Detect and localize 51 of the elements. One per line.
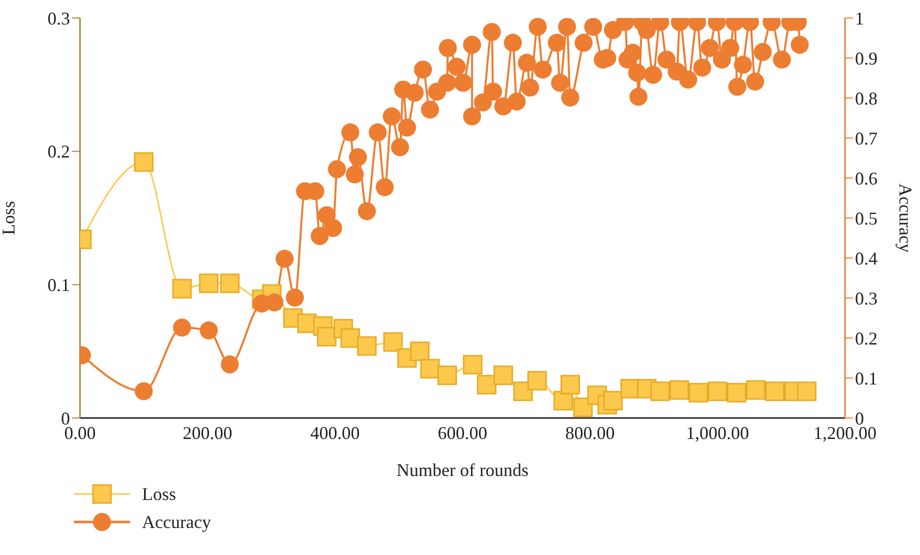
- point: [603, 390, 623, 410]
- y-axis-title: Loss: [0, 200, 18, 236]
- y-tick-label: 0.3: [48, 8, 70, 28]
- point: [340, 328, 360, 348]
- point: [670, 380, 689, 400]
- point: [383, 332, 403, 352]
- point: [172, 278, 192, 298]
- point: [437, 366, 457, 386]
- y2-tick-label: 0.8: [855, 88, 878, 108]
- point: [199, 274, 219, 294]
- point: [476, 374, 496, 394]
- point: [688, 382, 708, 402]
- point: [420, 358, 440, 378]
- point: [494, 366, 514, 386]
- legend-label: Accuracy: [142, 512, 211, 532]
- y2-axis-title: Accuracy: [896, 184, 916, 252]
- x-tick-label: 1,000.00: [686, 422, 749, 443]
- point: [650, 382, 670, 402]
- point: [357, 336, 377, 356]
- point: [765, 382, 785, 402]
- y-tick-label: 0: [61, 408, 70, 428]
- x-tick-label: 600.00: [438, 422, 488, 443]
- point: [220, 274, 240, 294]
- y-tick-label: 0.1: [48, 275, 70, 296]
- y2-tick-label: 0.5: [855, 208, 878, 228]
- x-tick-label: 800.00: [565, 422, 615, 443]
- y2-tick-label: 0.2: [855, 328, 878, 348]
- y2-tick-label: 0.9: [855, 48, 878, 68]
- x-axis-title: Number of rounds: [396, 460, 528, 480]
- point: [134, 152, 154, 172]
- x-tick-label: 400.00: [310, 422, 360, 443]
- point: [708, 382, 728, 402]
- legend-label: Loss: [142, 484, 176, 504]
- y-tick-label: 0.2: [48, 142, 70, 162]
- point: [410, 342, 430, 362]
- point: [746, 380, 766, 400]
- point: [573, 398, 593, 418]
- x-tick-label: 200.00: [182, 422, 232, 443]
- point: [797, 382, 816, 402]
- point: [527, 370, 547, 390]
- point: [316, 326, 336, 346]
- y2-tick-label: 0.7: [855, 128, 878, 148]
- point: [462, 354, 482, 374]
- y2-tick-label: 0.6: [855, 168, 878, 188]
- point: [560, 374, 580, 394]
- y2-tick-label: 1: [855, 8, 864, 28]
- y2-tick-label: 0.3: [855, 288, 878, 308]
- y2-tick-label: 0: [855, 408, 864, 428]
- y2-tick-label: 0.4: [855, 248, 878, 268]
- y2-tick-label: 0.1: [855, 368, 878, 388]
- point: [726, 382, 746, 402]
